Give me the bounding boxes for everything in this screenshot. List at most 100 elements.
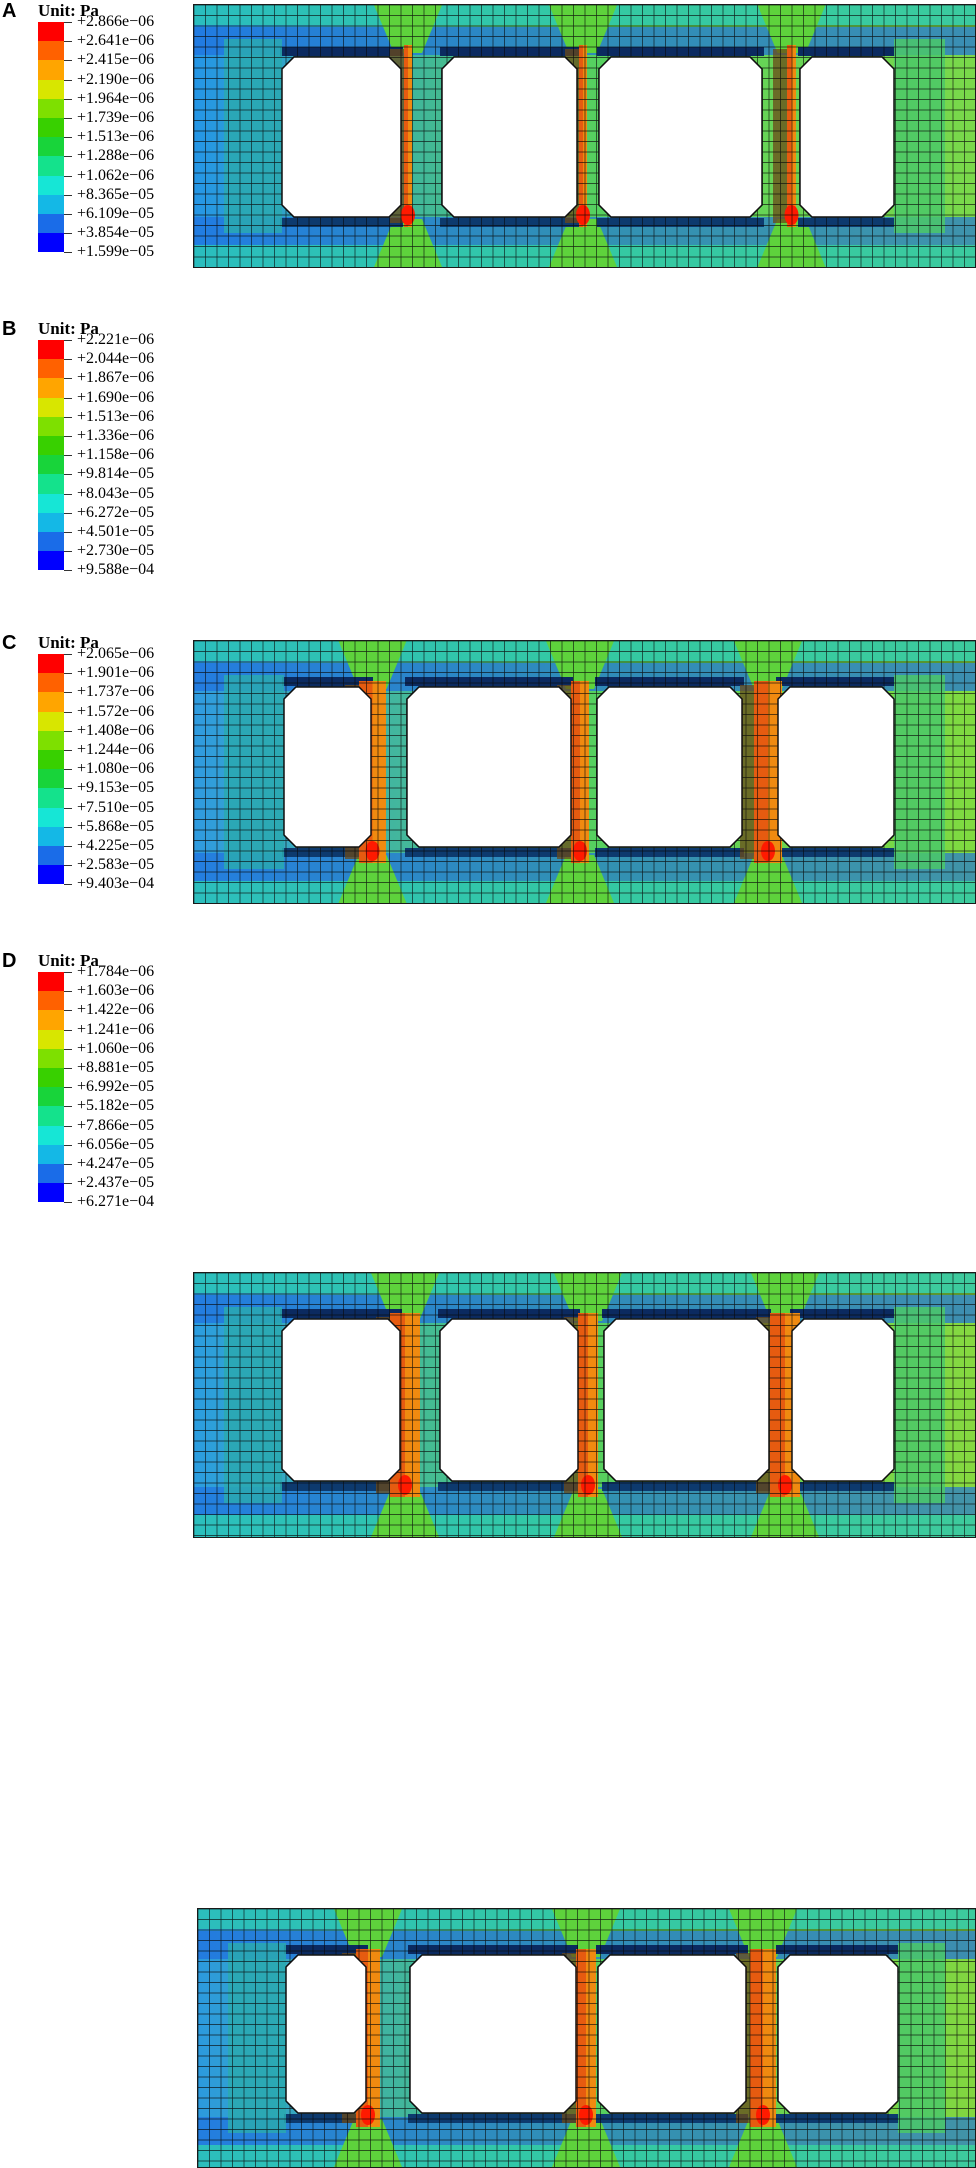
opening-face (281, 56, 402, 218)
legend-swatch (38, 156, 64, 176)
color-legend: +2.065e−06 +1.901e−06 +1.737e−06 +1.572e−06… (38, 645, 298, 892)
legend-row: +1.422e−06 (38, 1001, 298, 1030)
legend-value: +1.599e−05 (77, 243, 155, 261)
legend-tick (64, 865, 72, 867)
legend-tick (64, 845, 72, 847)
legend-row: +6.992e−05 (38, 1078, 298, 1107)
legend-value: +3.854e−05 (77, 224, 155, 242)
opening-face (439, 1318, 579, 1482)
legend-tick (64, 1106, 72, 1108)
legend-tick (64, 884, 72, 886)
legend-value: +6.272e−05 (77, 503, 155, 521)
legend-tick (64, 233, 72, 235)
legend-swatch (38, 512, 64, 532)
panel-c: C Unit: Pa +2.065e−06 +1.901e−06 +1.737e−06 +… (0, 632, 976, 1538)
legend-swatch (38, 340, 64, 360)
opening-face (791, 1318, 895, 1482)
legend-tick (64, 749, 72, 751)
legend-swatch (38, 1163, 64, 1184)
legend-value: +5.182e−05 (77, 1097, 155, 1115)
legend-swatch (38, 1106, 64, 1126)
legend-tick (64, 175, 72, 177)
column-peak (787, 45, 792, 227)
column-haunch-bottom (757, 219, 826, 267)
legend-row: +1.062e−06 (38, 167, 298, 195)
right-side-wall (898, 1943, 945, 2133)
legend-swatch (38, 865, 64, 885)
legend-value: +2.415e−06 (77, 51, 155, 69)
legend-row: +1.513e−06 (38, 408, 298, 436)
opening-face (281, 1318, 401, 1482)
legend-value: +1.572e−06 (77, 702, 155, 720)
legend-swatch (38, 378, 64, 398)
panel-letter: D (2, 950, 17, 972)
left-side-wall (224, 1307, 282, 1503)
stress-contour-plot (197, 1908, 976, 2168)
legend-swatch (38, 769, 64, 789)
legend-tick (64, 991, 72, 993)
legend-value: +9.588e−04 (77, 561, 155, 579)
legend-value: +2.641e−06 (77, 32, 155, 50)
opening-bottom-wall (440, 218, 579, 227)
stress-hotspot (581, 1475, 595, 1495)
stress-hotspot (778, 1475, 792, 1495)
opening-face (283, 686, 372, 848)
legend-swatch (38, 233, 64, 253)
legend-swatch (38, 98, 64, 118)
legend-swatch (38, 41, 64, 61)
legend-value: +1.739e−06 (77, 108, 155, 126)
legend-row: +1.080e−06 (38, 760, 298, 789)
legend-tick (64, 769, 72, 771)
legend-row: +5.868e−05 (38, 818, 298, 846)
opening-bottom-wall (597, 218, 764, 227)
legend-value: +7.510e−05 (77, 798, 155, 816)
opening-face (777, 686, 895, 848)
panel-d: D Unit: Pa +1.784e−06 +1.603e−06 +1.422e−06 +… (0, 950, 976, 2168)
legend-tick (64, 435, 72, 437)
legend-value: +4.225e−05 (77, 836, 155, 854)
legend-tick (64, 1125, 72, 1127)
legend-tick (64, 1067, 72, 1069)
legend-tick (64, 1144, 72, 1146)
legend-row: +6.056e−05 (38, 1136, 298, 1164)
legend-row: +1.288e−06 (38, 147, 298, 176)
column-haunch-bottom (549, 219, 617, 267)
legend-value: +6.992e−05 (77, 1078, 155, 1096)
opening-bottom-wall (595, 848, 744, 857)
legend-value: +1.288e−06 (77, 147, 155, 165)
legend-swatch (38, 194, 64, 214)
legend-swatch (38, 1029, 64, 1049)
legend-value: +4.247e−05 (77, 1154, 155, 1172)
legend-tick (64, 79, 72, 81)
opening-face (441, 56, 578, 218)
legend-swatch (38, 1087, 64, 1107)
legend-tick (64, 1163, 72, 1165)
legend-value: +2.583e−05 (77, 856, 155, 874)
legend-row: +1.603e−06 (38, 982, 298, 1011)
opening-top-wall (790, 1309, 896, 1318)
legend-tick (64, 692, 72, 694)
legend-row: +1.408e−06 (38, 722, 298, 750)
legend-row: +1.901e−06 (38, 664, 298, 693)
legend-row: +1.867e−06 (38, 369, 298, 398)
column-side (740, 685, 754, 859)
legend-swatch (38, 474, 64, 494)
legend-tick (64, 531, 72, 533)
opening-face (409, 1954, 577, 2114)
legend-swatch (38, 654, 64, 674)
legend-row: +1.690e−06 (38, 389, 298, 417)
column-peak (770, 1313, 785, 1497)
legend-value: +2.866e−06 (77, 13, 155, 30)
panel-b: B Unit: Pa +2.221e−06 +2.044e−06 +1.867e−06 +… (0, 318, 976, 904)
mesh-svg (194, 1273, 975, 1537)
legend-swatch (38, 175, 64, 195)
opening-top-wall (282, 677, 373, 686)
column-haunch-top (374, 5, 442, 53)
opening-top-wall (597, 47, 764, 56)
legend-tick (64, 252, 72, 254)
legend-row: +2.583e−05 +9.403e−04 (38, 856, 298, 892)
legend-value: +1.408e−06 (77, 721, 155, 739)
mesh-svg (198, 1909, 975, 2167)
legend-value: +1.603e−06 (77, 982, 155, 1000)
column-peak (404, 45, 408, 227)
